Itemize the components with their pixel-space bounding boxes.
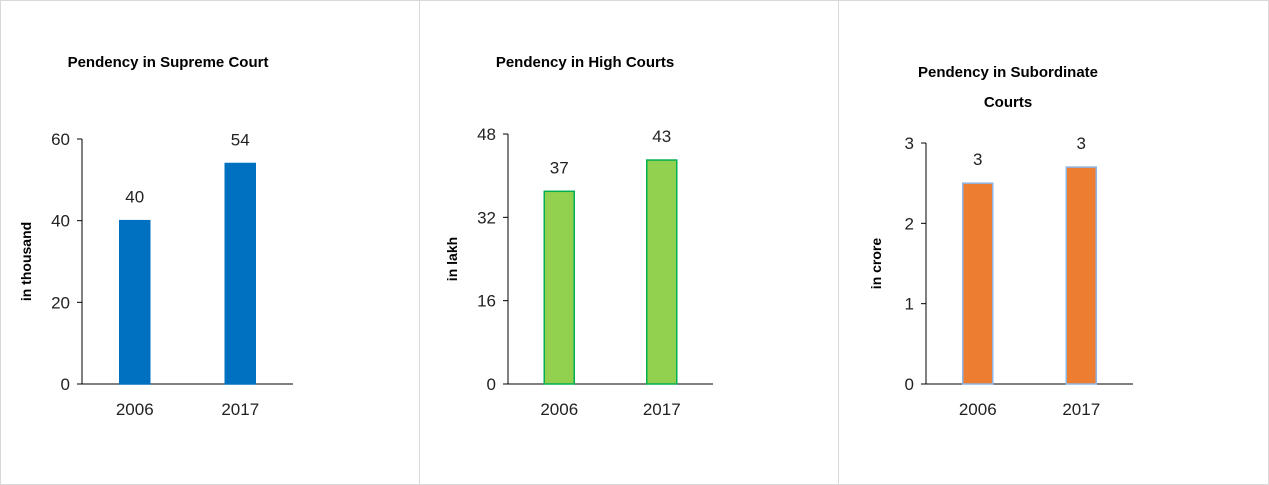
y-tick-label: 0 xyxy=(905,375,914,394)
y-tick-label: 3 xyxy=(905,134,914,153)
bar-2017 xyxy=(224,162,256,385)
y-tick-label: 20 xyxy=(51,293,70,312)
data-label: 54 xyxy=(231,131,250,150)
data-label: 3 xyxy=(973,150,982,169)
bar-2017 xyxy=(646,159,678,385)
bar-2017 xyxy=(1065,166,1097,385)
bar-2006 xyxy=(962,182,994,385)
y-tick-label: 0 xyxy=(487,375,496,394)
x-tick-label: 2017 xyxy=(221,400,259,419)
y-tick-label: 0 xyxy=(61,375,70,394)
chart-panel-supreme-court: Pendency in Supreme Court in thousand 0 20 4… xyxy=(1,1,419,484)
data-label: 43 xyxy=(652,127,671,146)
panel-divider xyxy=(419,1,420,484)
chart-supreme-court: Pendency in Supreme Court in thousand 0 20 4… xyxy=(18,54,293,419)
chart-title-line: Pendency in Subordinate xyxy=(918,64,1098,81)
bar-2006 xyxy=(119,219,151,385)
y-tick-label: 32 xyxy=(477,208,496,227)
data-label: 37 xyxy=(550,158,569,177)
chart-subordinate-courts: Pendency in Subordinate Courts in crore 0 1 2… xyxy=(868,64,1133,419)
x-tick-label: 2006 xyxy=(959,400,997,419)
x-tick-label: 2006 xyxy=(116,400,154,419)
y-tick-label: 1 xyxy=(905,295,914,314)
chart-high-courts: Pendency in High Courts in lakh 0 16 32 48 200… xyxy=(444,54,713,419)
chart-panel-high-courts: Pendency in High Courts in lakh 0 16 32 48 200… xyxy=(420,1,838,484)
data-label: 40 xyxy=(125,188,144,207)
y-tick-label: 2 xyxy=(905,214,914,233)
chart-panel-subordinate-courts: Pendency in Subordinate Courts in crore 0 1 2… xyxy=(839,1,1268,484)
chart-title-line: Pendency in Supreme Court xyxy=(68,54,269,71)
bar-2006 xyxy=(543,190,575,385)
y-tick-label: 60 xyxy=(51,130,70,149)
chart-title-line: Pendency in High Courts xyxy=(496,54,674,71)
y-axis-label: in crore xyxy=(868,238,884,290)
y-axis-label: in thousand xyxy=(18,222,34,301)
x-tick-label: 2017 xyxy=(643,400,681,419)
panel-divider xyxy=(838,1,839,484)
y-tick-label: 48 xyxy=(477,125,496,144)
y-axis-label: in lakh xyxy=(444,237,460,281)
chart-title-line: Courts xyxy=(984,94,1032,111)
x-tick-label: 2017 xyxy=(1062,400,1100,419)
y-tick-label: 16 xyxy=(477,292,496,311)
x-tick-label: 2006 xyxy=(540,400,578,419)
data-label: 3 xyxy=(1077,134,1086,153)
y-tick-label: 40 xyxy=(51,212,70,231)
